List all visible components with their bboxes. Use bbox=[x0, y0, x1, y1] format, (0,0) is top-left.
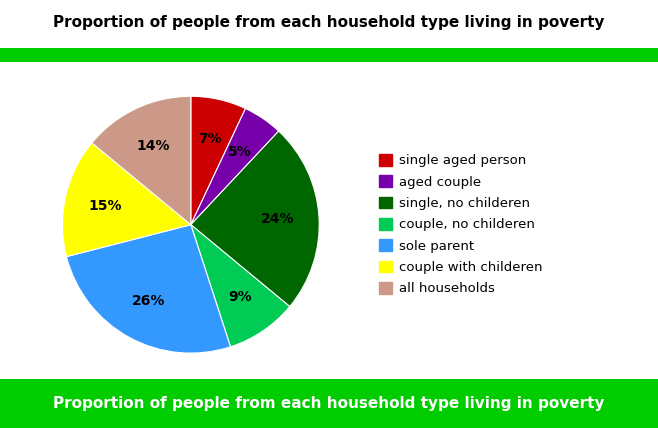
Wedge shape bbox=[191, 131, 319, 306]
Wedge shape bbox=[191, 225, 290, 347]
Wedge shape bbox=[191, 109, 279, 225]
Text: Proportion of people from each household type living in poverty: Proportion of people from each household… bbox=[53, 15, 605, 30]
Wedge shape bbox=[63, 143, 191, 257]
Text: 15%: 15% bbox=[89, 199, 122, 213]
Text: 9%: 9% bbox=[228, 290, 252, 304]
Text: 26%: 26% bbox=[132, 294, 165, 308]
Text: 14%: 14% bbox=[137, 139, 170, 153]
Text: Proportion of people from each household type living in poverty: Proportion of people from each household… bbox=[53, 396, 605, 411]
Wedge shape bbox=[191, 96, 245, 225]
Wedge shape bbox=[66, 225, 230, 353]
Wedge shape bbox=[92, 96, 191, 225]
Text: 24%: 24% bbox=[261, 212, 295, 226]
Text: 5%: 5% bbox=[228, 146, 252, 160]
Text: 7%: 7% bbox=[198, 133, 222, 146]
Legend: single aged person, aged couple, single, no childeren, couple, no childeren, sol: single aged person, aged couple, single,… bbox=[374, 149, 548, 301]
